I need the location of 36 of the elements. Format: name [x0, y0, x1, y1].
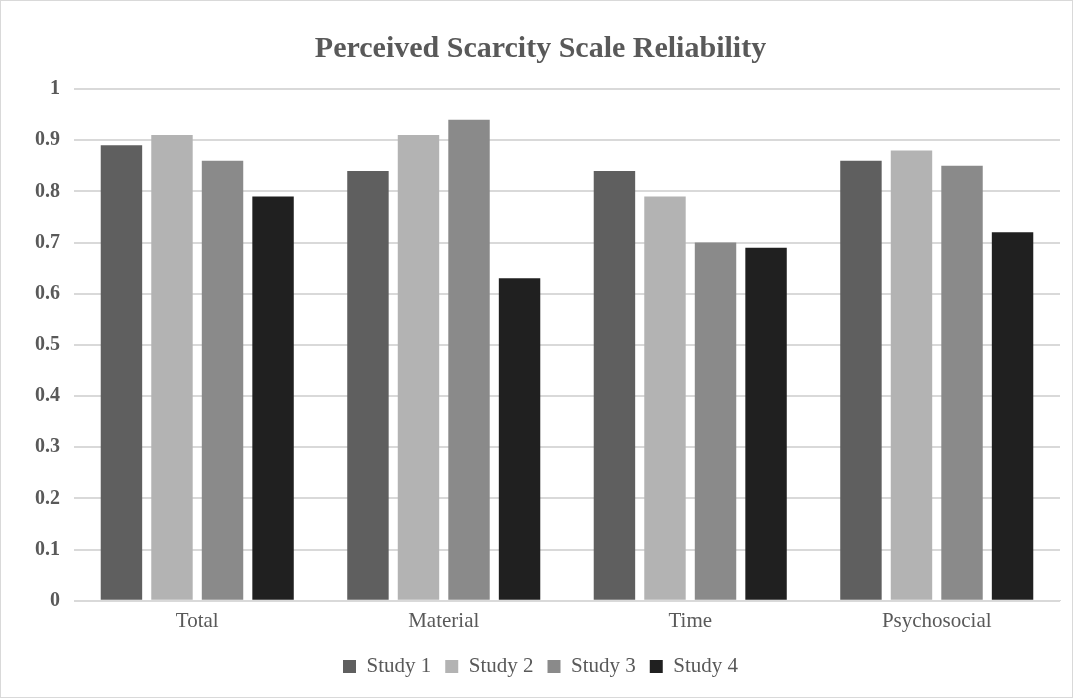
bar: [593, 170, 636, 600]
y-tick-label: 0.1: [35, 536, 60, 559]
legend-label: Study 3: [571, 653, 636, 678]
y-tick-label: 0.6: [35, 280, 60, 303]
bar: [100, 145, 143, 600]
bar: [644, 196, 686, 600]
y-tick-label: 0: [50, 587, 60, 610]
legend-label: Study 1: [366, 653, 432, 678]
bar: [840, 160, 882, 600]
y-tick-label: 0.2: [35, 485, 60, 508]
y-tick-label: 0.8: [35, 178, 60, 201]
bar: [448, 119, 490, 600]
bar: [991, 232, 1034, 600]
y-tick-label: 0.3: [35, 434, 60, 457]
x-tick-label: Material: [408, 607, 480, 632]
y-tick-label: 0.4: [35, 383, 60, 406]
x-tick-label: Time: [668, 607, 713, 632]
x-tick-label: Total: [175, 607, 219, 632]
bar: [941, 165, 983, 600]
bar: [347, 170, 389, 600]
bar: [201, 160, 244, 600]
y-tick-label: 0.7: [35, 229, 60, 252]
chart-title: Perceived Scarcity Scale Reliability: [314, 29, 767, 63]
y-tick-label: 1: [50, 76, 60, 99]
legend-label: Study 4: [673, 653, 739, 678]
y-tick-label: 0.9: [35, 127, 60, 150]
bar: [498, 278, 541, 600]
bar: [252, 196, 294, 600]
bar: [890, 150, 933, 600]
bar: [694, 242, 737, 600]
bar: [151, 135, 193, 600]
x-tick-label: Psychosocial: [881, 607, 992, 632]
y-tick-label: 0.5: [35, 332, 60, 355]
legend-label: Study 2: [468, 653, 534, 678]
bar: [397, 135, 440, 600]
bar: [745, 247, 787, 600]
